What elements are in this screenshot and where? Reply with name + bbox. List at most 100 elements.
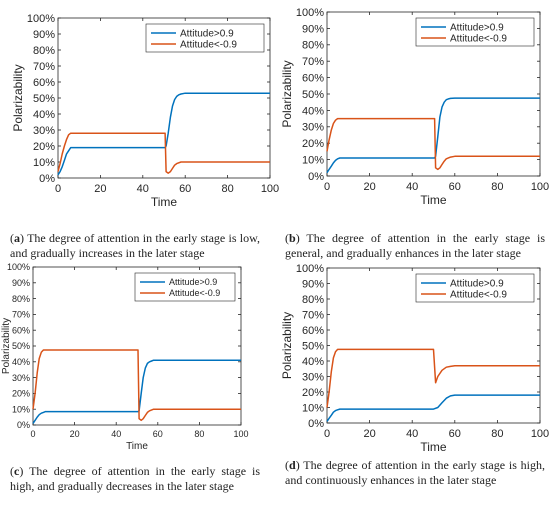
chart2-ytick-label: 80%: [12, 294, 30, 304]
caption-a-text: The degree of attention in the early sta…: [10, 231, 260, 260]
chart1-xtick-label: 60: [449, 181, 461, 193]
chart3-ytick-label: 80%: [302, 294, 324, 306]
caption-d-letter: d: [289, 458, 296, 472]
chart1-ytick-label: 0%: [308, 171, 324, 183]
chart3-ytick-label: 100%: [296, 263, 324, 275]
chart0-series-positive-line: [57, 92, 270, 176]
chart1-ytick-label: 70%: [302, 56, 324, 68]
chart2-series-negative-line: [32, 349, 241, 422]
chart0-ytick-label: 70%: [33, 61, 55, 73]
chart-d: 0% 10% 20% 30% 40% 50% 60% 70% 80% 90% 100% 0 20 40 60…: [280, 263, 549, 454]
caption-a-letter: a: [14, 231, 20, 245]
chart3-ytick-label: 10%: [302, 402, 324, 414]
chart1-xtick-label: 100: [531, 181, 549, 193]
chart3-series-positive-line: [326, 394, 540, 422]
chart-a: 0% 10% 20% 30% 40% 50% 60% 70% 80% 90% 100% 0 20 40 60…: [11, 13, 279, 209]
chart2-ytick-label: 90%: [12, 278, 30, 288]
chart1-xlabel: Time: [420, 193, 447, 207]
chart2-series-positive-line: [32, 359, 241, 424]
chart2-ylabel: Polarizability: [1, 318, 12, 374]
chart1-ytick-label: 100%: [296, 7, 324, 19]
chart0-ytick-label: 50%: [33, 93, 55, 105]
chart3-legend-box: [415, 273, 535, 303]
chart2-ytick-label: 60%: [12, 325, 30, 335]
chart1-ytick-label: 30%: [302, 122, 324, 134]
chart1-series-positive-line: [326, 97, 540, 174]
chart3-xtick-label: 40: [406, 428, 418, 440]
caption-c-letter: c: [14, 464, 20, 478]
chart3-ytick-label: 60%: [302, 325, 324, 337]
chart3-ytick-label: 30%: [302, 371, 324, 383]
chart0-ytick-label: 100%: [27, 13, 55, 25]
chart2-xtick-label: 40: [111, 429, 121, 439]
chart2-xlabel: Time: [126, 441, 148, 452]
chart0-xtick-label: 40: [137, 183, 149, 195]
chart1-xtick-label: 20: [363, 181, 375, 193]
caption-d-text: The degree of attention in the early sta…: [285, 458, 545, 487]
chart3-legend-label: Attitude>0.9: [450, 279, 504, 290]
chart1-ytick-label: 40%: [302, 105, 324, 117]
chart0-xtick-label: 100: [261, 183, 279, 195]
caption-b-letter: b: [289, 231, 296, 245]
chart1-ytick-label: 20%: [302, 138, 324, 150]
chart2-xtick-label: 0: [30, 429, 35, 439]
chart3-xtick-label: 0: [324, 428, 330, 440]
chart3-ylabel: Polarizability: [280, 312, 294, 379]
chart0-ytick-label: 30%: [33, 125, 55, 137]
chart1-ytick-label: 50%: [302, 89, 324, 101]
chart3-xlabel: Time: [420, 440, 447, 454]
chart2-ytick-label: 50%: [12, 341, 30, 351]
chart1-ylabel: Polarizability: [280, 60, 294, 127]
chart3-series-negative-line: [326, 348, 540, 408]
chart2-ytick-label: 20%: [12, 389, 30, 399]
chart2-xtick-label: 80: [194, 429, 204, 439]
chart0-series-negative-line: [57, 132, 270, 174]
chart1-ytick-label: 80%: [302, 40, 324, 52]
chart3-xtick-label: 60: [449, 428, 461, 440]
chart0-ylabel: Polarizability: [11, 64, 25, 131]
caption-c: (c) The degree of attention in the early…: [10, 464, 260, 493]
chart1-xtick-label: 40: [406, 181, 418, 193]
chart0-legend-label: Attitude>0.9: [180, 29, 234, 40]
chart0-legend-label: Attitude<-0.9: [180, 40, 237, 51]
chart1-ytick-label: 60%: [302, 72, 324, 84]
chart0-ytick-label: 90%: [33, 29, 55, 41]
chart0-ytick-label: 60%: [33, 77, 55, 89]
chart2-ytick-label: 40%: [12, 357, 30, 367]
chart2-xtick-label: 60: [153, 429, 163, 439]
chart1-legend-label: Attitude>0.9: [450, 23, 504, 34]
chart1-xtick-label: 80: [491, 181, 503, 193]
chart0-xtick-label: 0: [55, 183, 61, 195]
chart3-ytick-label: 70%: [302, 309, 324, 321]
chart1-xtick-label: 0: [324, 181, 330, 193]
chart1-series-negative-line: [326, 117, 540, 171]
caption-b-text: The degree of attention in the early sta…: [285, 231, 545, 260]
chart2-xtick-label: 20: [70, 429, 80, 439]
chart0-ytick-label: 20%: [33, 141, 55, 153]
chart0-ytick-label: 0%: [39, 173, 55, 185]
chart1-ytick-label: 10%: [302, 154, 324, 166]
chart2-legend-box: [134, 272, 236, 302]
chart3-xtick-label: 20: [363, 428, 375, 440]
chart0-xtick-label: 60: [179, 183, 191, 195]
chart-c: 0% 10% 20% 30% 40% 50% 60% 70% 80% 90% 100% 0 20 40 60…: [1, 262, 249, 452]
chart3-ytick-label: 0%: [308, 418, 324, 430]
chart2-xtick-label: 100: [233, 429, 248, 439]
chart3-ytick-label: 40%: [302, 356, 324, 368]
chart0-xtick-label: 20: [94, 183, 106, 195]
chart1-legend-label: Attitude<-0.9: [450, 34, 507, 45]
chart0-ytick-label: 10%: [33, 157, 55, 169]
chart2-legend-label: Attitude>0.9: [169, 277, 217, 287]
chart2-ytick-label: 0%: [17, 420, 30, 430]
chart0-ytick-label: 40%: [33, 109, 55, 121]
chart2-ytick-label: 10%: [12, 404, 30, 414]
chart2-legend-label: Attitude<-0.9: [169, 288, 220, 298]
chart3-ytick-label: 20%: [302, 387, 324, 399]
caption-d: (d) The degree of attention in the early…: [285, 458, 545, 487]
chart2-ytick-label: 100%: [7, 262, 30, 272]
chart0-xlabel: Time: [151, 195, 178, 209]
chart0-ytick-label: 80%: [33, 45, 55, 57]
chart1-legend-box: [415, 17, 535, 47]
caption-a: (a) The degree of attention in the early…: [10, 231, 260, 260]
caption-c-text: The degree of attention in the early sta…: [10, 464, 260, 493]
